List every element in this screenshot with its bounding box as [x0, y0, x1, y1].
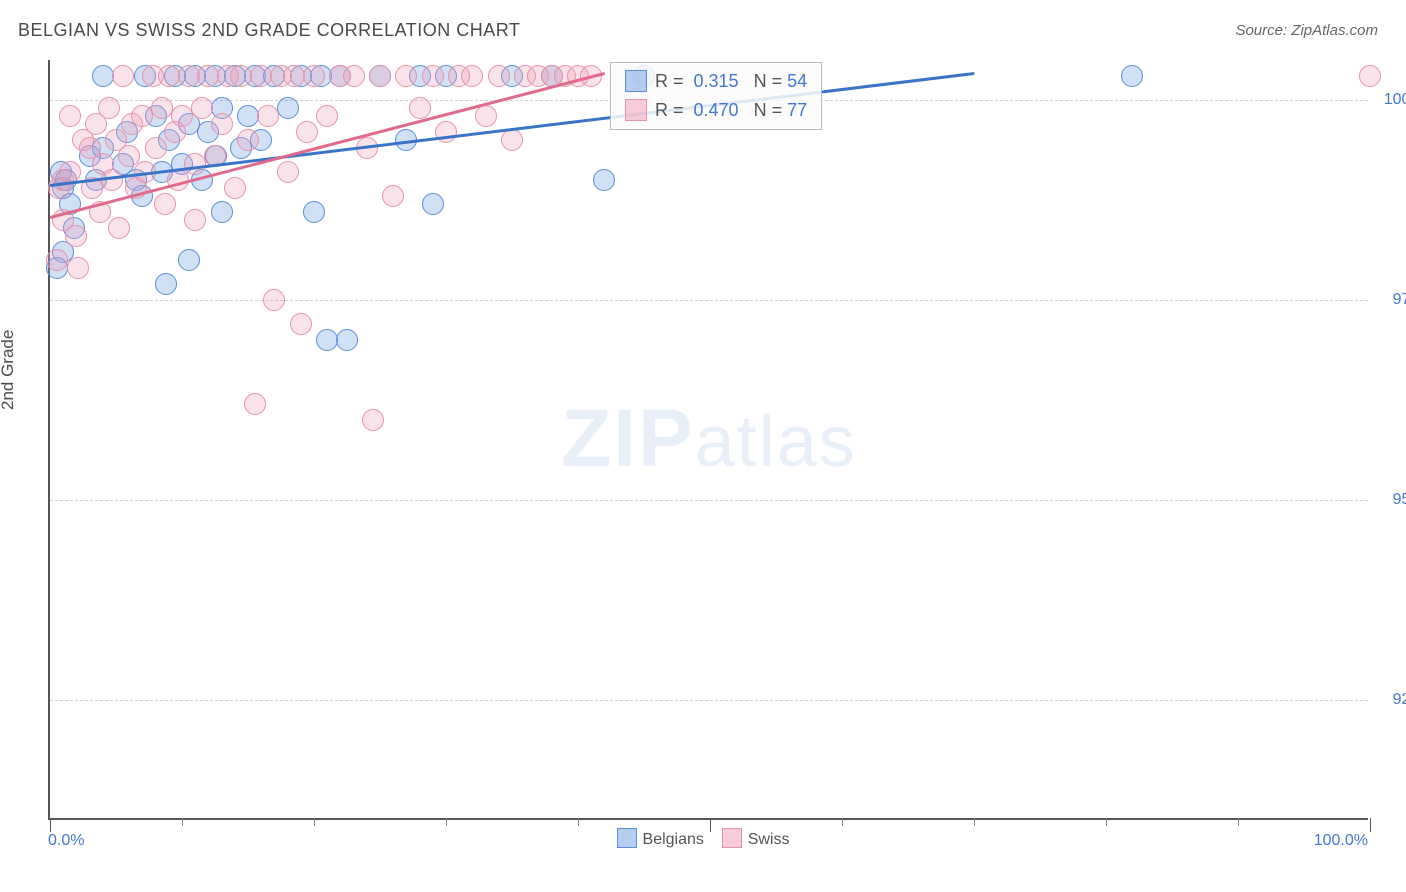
legend-label: Belgians [643, 831, 704, 848]
data-point [211, 201, 233, 223]
data-point [395, 65, 417, 87]
y-tick-label: 92.5% [1393, 691, 1406, 709]
data-point [197, 65, 219, 87]
legend-label: Swiss [748, 831, 790, 848]
stats-box: R = 0.315 N = 54R = 0.470 N = 77 [610, 62, 822, 130]
data-point [178, 249, 200, 271]
data-point [461, 65, 483, 87]
data-point [1121, 65, 1143, 87]
data-point [475, 105, 497, 127]
stats-n: 77 [787, 100, 807, 120]
stats-r: 0.315 [694, 71, 739, 91]
data-point [145, 137, 167, 159]
data-point [250, 65, 272, 87]
data-point [593, 169, 615, 191]
data-point [237, 129, 259, 151]
plot-area: ZIPatlas 100.0%97.5%95.0%92.5% [48, 60, 1368, 820]
data-point [277, 161, 299, 183]
data-point [92, 65, 114, 87]
data-point [290, 313, 312, 335]
data-point [224, 177, 246, 199]
data-point [501, 129, 523, 151]
gridline [50, 300, 1368, 301]
data-point [178, 65, 200, 87]
data-point [303, 201, 325, 223]
data-point [211, 113, 233, 135]
data-point [158, 65, 180, 87]
source-label: Source: ZipAtlas.com [1235, 22, 1378, 39]
data-point [237, 105, 259, 127]
data-point [303, 65, 325, 87]
stats-swatch [625, 99, 647, 121]
stats-row: R = 0.315 N = 54 [625, 67, 807, 96]
gridline [50, 500, 1368, 501]
data-point [1359, 65, 1381, 87]
data-point [59, 105, 81, 127]
data-point [101, 169, 123, 191]
data-point [435, 121, 457, 143]
y-axis-label: 2nd Grade [0, 330, 18, 410]
data-point [422, 193, 444, 215]
data-point [244, 393, 266, 415]
data-point [409, 97, 431, 119]
x-tick-minor [1238, 818, 1239, 826]
x-tick-minor [974, 818, 975, 826]
data-point [277, 97, 299, 119]
data-point [422, 65, 444, 87]
data-point [369, 65, 391, 87]
chart-title: BELGIAN VS SWISS 2ND GRADE CORRELATION C… [18, 20, 520, 41]
x-tick-minor [446, 818, 447, 826]
stats-swatch [625, 70, 647, 92]
data-point [296, 121, 318, 143]
data-point [283, 65, 305, 87]
data-point [316, 105, 338, 127]
data-point [230, 65, 252, 87]
stats-row: R = 0.470 N = 77 [625, 96, 807, 125]
data-point [108, 217, 130, 239]
data-point [257, 105, 279, 127]
data-point [316, 329, 338, 351]
data-point [184, 153, 206, 175]
data-point [362, 409, 384, 431]
stats-r: 0.470 [694, 100, 739, 120]
y-tick-label: 97.5% [1393, 291, 1406, 309]
data-point [131, 105, 153, 127]
data-point [65, 225, 87, 247]
data-point [112, 65, 134, 87]
legend-swatch [617, 828, 637, 848]
data-point [343, 65, 365, 87]
data-point [263, 289, 285, 311]
x-tick-minor [182, 818, 183, 826]
x-tick-minor [578, 818, 579, 826]
x-tick-minor [1106, 818, 1107, 826]
legend: Belgians Swiss [0, 828, 1406, 849]
legend-swatch [722, 828, 742, 848]
y-tick-label: 95.0% [1393, 491, 1406, 509]
watermark: ZIPatlas [561, 392, 857, 486]
gridline [50, 700, 1368, 701]
data-point [336, 329, 358, 351]
x-tick-minor [314, 818, 315, 826]
data-point [46, 249, 68, 271]
data-point [154, 193, 176, 215]
data-point [184, 209, 206, 231]
data-point [191, 97, 213, 119]
stats-n: 54 [787, 71, 807, 91]
x-tick-minor [842, 818, 843, 826]
data-point [382, 185, 404, 207]
data-point [488, 65, 510, 87]
data-point [98, 97, 120, 119]
data-point [171, 105, 193, 127]
data-point [67, 257, 89, 279]
y-tick-label: 100.0% [1384, 91, 1406, 109]
data-point [151, 97, 173, 119]
data-point [155, 273, 177, 295]
